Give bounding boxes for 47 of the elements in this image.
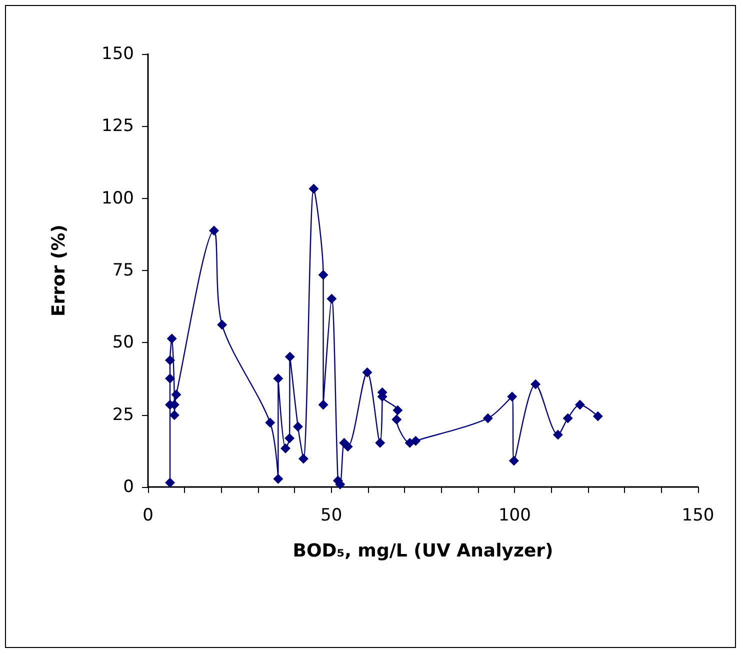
x-tick-label: 0 (142, 506, 154, 526)
point (592, 411, 603, 422)
point (410, 436, 421, 446)
point (326, 294, 337, 304)
point (318, 270, 328, 280)
point (273, 373, 284, 384)
point (171, 390, 182, 400)
point (217, 320, 228, 330)
point (265, 418, 276, 428)
point (165, 373, 175, 384)
y-tick-label: 25 (112, 404, 134, 425)
x-tick-label: 100 (498, 506, 531, 526)
point (209, 226, 219, 236)
point (308, 184, 319, 194)
point (166, 334, 177, 344)
point (530, 379, 541, 390)
point (165, 355, 175, 366)
point (342, 442, 353, 452)
point (574, 400, 585, 410)
x-tick-label: 50 (320, 506, 342, 526)
y-tick-label: 0 (123, 477, 134, 497)
point (292, 422, 303, 432)
x-tick-label: 150 (682, 506, 714, 526)
y-tick-label: 100 (102, 188, 134, 208)
y-tick-label: 75 (112, 260, 134, 280)
point (284, 352, 295, 362)
point (280, 443, 290, 454)
point (284, 433, 295, 444)
point (392, 405, 403, 416)
x-axis-title: BOD₅, mg/L (UV Analyzer) (292, 540, 554, 562)
point (508, 456, 519, 466)
point (562, 413, 573, 424)
point (318, 400, 328, 410)
point (169, 410, 180, 420)
point (482, 413, 493, 424)
y-tick-label: 150 (102, 44, 134, 64)
point (362, 367, 372, 378)
point (165, 478, 175, 488)
point (392, 414, 402, 424)
y-tick-label: 50 (112, 332, 134, 353)
point (298, 454, 308, 464)
point (273, 474, 284, 484)
point (507, 392, 518, 402)
point (552, 430, 563, 440)
point (375, 438, 386, 448)
y-axis-title: Error (%) (48, 224, 70, 317)
y-tick-label: 125 (102, 116, 134, 136)
